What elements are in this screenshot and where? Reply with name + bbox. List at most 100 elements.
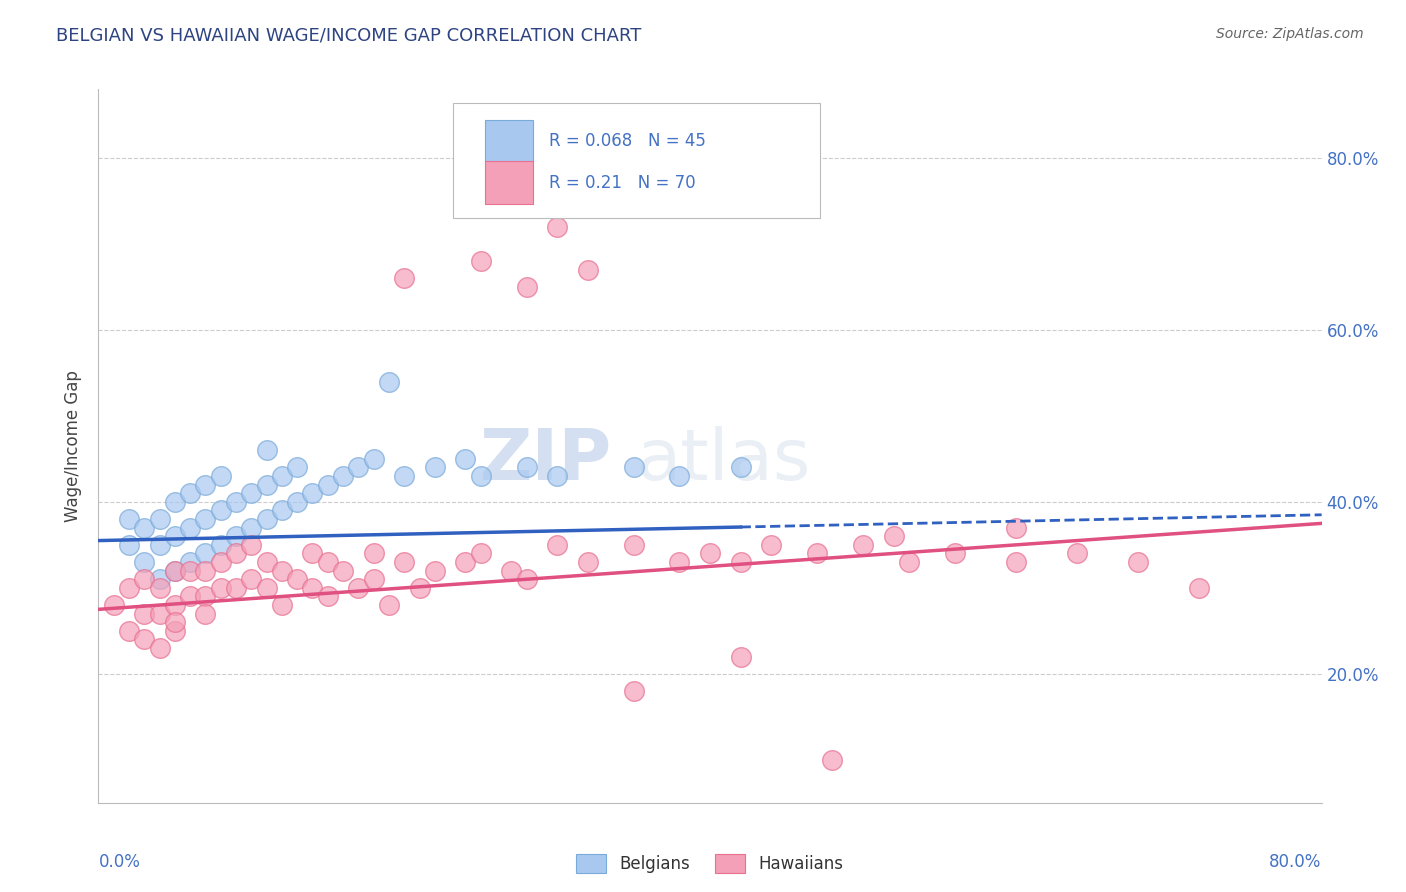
Point: [759, 538, 782, 552]
Text: Source: ZipAtlas.com: Source: ZipAtlas.com: [1216, 27, 1364, 41]
Point: [285, 495, 308, 509]
Point: [332, 564, 354, 578]
Point: [225, 546, 247, 560]
Point: [454, 555, 477, 569]
Point: [668, 555, 690, 569]
Text: BELGIAN VS HAWAIIAN WAGE/INCOME GAP CORRELATION CHART: BELGIAN VS HAWAIIAN WAGE/INCOME GAP CORR…: [56, 27, 641, 45]
Point: [943, 546, 966, 560]
Point: [240, 486, 263, 500]
FancyBboxPatch shape: [453, 103, 820, 218]
Point: [149, 607, 172, 621]
Point: [897, 555, 920, 569]
Point: [1004, 555, 1026, 569]
Point: [546, 219, 568, 234]
Point: [270, 503, 292, 517]
Point: [225, 495, 247, 509]
Point: [316, 590, 339, 604]
Point: [163, 495, 186, 509]
Point: [256, 512, 278, 526]
Point: [149, 641, 172, 656]
Point: [363, 546, 385, 560]
Point: [118, 512, 141, 526]
Point: [118, 624, 141, 638]
Point: [163, 624, 186, 638]
Point: [194, 477, 217, 491]
Point: [301, 546, 323, 560]
Point: [516, 280, 538, 294]
Point: [179, 555, 201, 569]
Point: [576, 555, 599, 569]
Point: [821, 753, 844, 767]
Point: [332, 469, 354, 483]
Point: [256, 555, 278, 569]
Point: [225, 529, 247, 543]
Point: [134, 572, 156, 586]
Point: [149, 572, 172, 586]
Point: [730, 460, 752, 475]
Point: [179, 590, 201, 604]
Point: [179, 486, 201, 500]
Point: [363, 451, 385, 466]
Point: [470, 546, 492, 560]
Point: [209, 555, 232, 569]
Point: [806, 546, 828, 560]
Point: [423, 460, 446, 475]
Point: [623, 460, 645, 475]
Legend: Belgians, Hawaiians: Belgians, Hawaiians: [569, 847, 851, 880]
Y-axis label: Wage/Income Gap: Wage/Income Gap: [65, 370, 83, 522]
Point: [576, 262, 599, 277]
Point: [301, 486, 323, 500]
Point: [194, 590, 217, 604]
Point: [1188, 581, 1211, 595]
Point: [285, 572, 308, 586]
Point: [392, 469, 416, 483]
Point: [270, 598, 292, 612]
Text: R = 0.21   N = 70: R = 0.21 N = 70: [548, 174, 695, 192]
Point: [316, 555, 339, 569]
Point: [454, 451, 477, 466]
Point: [134, 521, 156, 535]
Point: [256, 443, 278, 458]
Point: [316, 477, 339, 491]
Point: [392, 271, 416, 285]
Point: [470, 469, 492, 483]
Point: [163, 615, 186, 630]
Point: [668, 469, 690, 483]
Point: [179, 521, 201, 535]
Point: [179, 564, 201, 578]
Point: [392, 555, 416, 569]
Point: [301, 581, 323, 595]
Point: [378, 375, 401, 389]
FancyBboxPatch shape: [485, 120, 533, 161]
Point: [470, 254, 492, 268]
Point: [163, 564, 186, 578]
Point: [270, 469, 292, 483]
Point: [240, 521, 263, 535]
Point: [516, 572, 538, 586]
Point: [408, 581, 430, 595]
Text: ZIP: ZIP: [479, 425, 612, 495]
Point: [699, 546, 721, 560]
Point: [423, 564, 446, 578]
Point: [883, 529, 905, 543]
Point: [134, 632, 156, 647]
Point: [149, 512, 172, 526]
Point: [1128, 555, 1150, 569]
Text: 0.0%: 0.0%: [98, 853, 141, 871]
Point: [134, 607, 156, 621]
Point: [546, 469, 568, 483]
Point: [118, 538, 141, 552]
Point: [1004, 521, 1026, 535]
Point: [623, 684, 645, 698]
Point: [623, 538, 645, 552]
Point: [118, 581, 141, 595]
Point: [194, 512, 217, 526]
Text: 80.0%: 80.0%: [1270, 853, 1322, 871]
Point: [209, 503, 232, 517]
Point: [194, 564, 217, 578]
Point: [163, 564, 186, 578]
Point: [363, 572, 385, 586]
Point: [501, 564, 523, 578]
Point: [270, 564, 292, 578]
Point: [209, 469, 232, 483]
